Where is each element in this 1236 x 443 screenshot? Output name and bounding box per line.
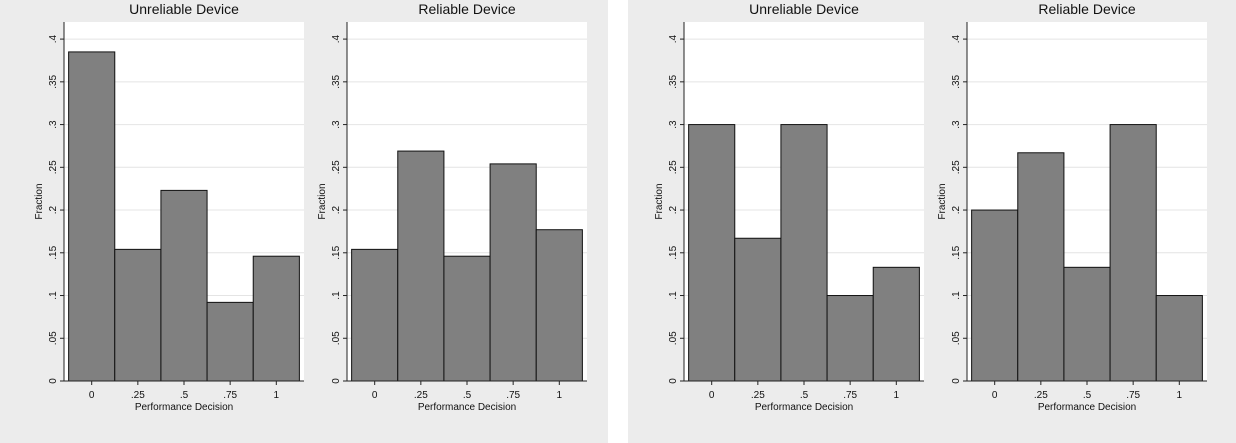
bar [734,237,782,382]
y-tick-label: .15 [668,245,679,259]
chart-title: Unreliable Device [129,1,239,17]
bar [826,295,874,382]
figure-panel-left: Unreliable Device 0 .05 .1 .15 .2 .25 .3 .35 .4 0.… [0,0,608,443]
chart-title: Reliable Device [1038,1,1135,17]
bar [206,301,254,382]
y-tick-label: .1 [331,291,342,300]
y-tick-label: 0 [48,378,59,384]
y-tick-label: .4 [48,34,59,43]
y-tick-label: .05 [668,331,679,345]
y-tick-label: .05 [951,331,962,345]
x-tick-label: 1 [894,390,900,401]
bar [443,255,491,382]
y-tick-label: .05 [331,331,342,345]
y-tick-label: .15 [951,245,962,259]
y-tick-label: .15 [331,245,342,259]
x-tick-label: .5 [800,390,809,401]
y-tick-label: .3 [48,120,59,129]
bar [971,209,1019,382]
bar [535,229,583,382]
y-tick-label: .35 [668,74,679,88]
y-tick-label: .35 [48,74,59,88]
x-tick-label: 1 [274,390,280,401]
y-tick-label: .15 [48,245,59,259]
histogram-pair-left: Unreliable Device 0 .05 .1 .15 .2 .25 .3 .35 .4 0.… [34,1,587,413]
y-tick-label: .2 [951,205,962,214]
x-tick-label: .5 [1083,390,1092,401]
y-tick-label: .1 [48,291,59,300]
x-tick-label: .5 [180,390,189,401]
y-axis-label: Fraction [317,183,328,219]
y-tick-label: 0 [331,378,342,384]
y-tick-label: .3 [668,120,679,129]
chart-1: Reliable Device 0 .05 .1 .15 .2 .25 .3 .35 .4 0 .25… [317,1,587,413]
x-tick-label: 0 [372,390,378,401]
x-tick-label: .25 [751,390,765,401]
y-tick-label: .25 [48,160,59,174]
x-tick-label: .75 [223,390,237,401]
bar [397,150,445,382]
figure-panel-right: Unreliable Device 0 .05 .1 .15 .2 .25 .3 .35 .4 0.… [628,0,1236,443]
bar [68,51,116,382]
y-tick-label: .2 [48,205,59,214]
x-tick-label: 0 [992,390,998,401]
y-tick-label: .25 [951,160,962,174]
y-tick-label: .35 [951,74,962,88]
y-tick-label: 0 [668,378,679,384]
chart-0: Unreliable Device 0 .05 .1 .15 .2 .25 .3 .35 .4 0.… [34,1,304,413]
x-axis-label: Performance Decision [755,402,853,413]
bar [160,189,208,382]
x-tick-label: 1 [1177,390,1183,401]
bar [1017,152,1065,382]
bar [1063,266,1111,382]
x-tick-label: .75 [506,390,520,401]
bar [780,124,828,382]
bar [1109,124,1157,382]
bar [872,266,920,382]
x-axis-label: Performance Decision [418,402,516,413]
bar [114,248,162,382]
y-tick-label: .3 [331,120,342,129]
x-tick-label: .5 [463,390,472,401]
y-axis-label: Fraction [34,183,45,219]
y-tick-label: .3 [951,120,962,129]
y-tick-label: 0 [951,378,962,384]
y-tick-label: .4 [668,34,679,43]
bar [489,163,537,382]
bar [351,248,399,382]
x-tick-label: 1 [557,390,563,401]
y-axis-label: Fraction [654,183,665,219]
x-tick-label: .75 [843,390,857,401]
histogram-pair-right: Unreliable Device 0 .05 .1 .15 .2 .25 .3 .35 .4 0.… [654,1,1207,413]
y-tick-label: .4 [331,34,342,43]
y-tick-label: .2 [331,205,342,214]
x-axis-label: Performance Decision [1038,402,1136,413]
y-tick-label: .25 [331,160,342,174]
x-axis-label: Performance Decision [135,402,233,413]
y-tick-label: .2 [668,205,679,214]
y-axis-label: Fraction [937,183,948,219]
y-tick-label: .05 [48,331,59,345]
y-tick-label: .25 [668,160,679,174]
x-tick-label: 0 [709,390,715,401]
chart-2: Unreliable Device 0 .05 .1 .15 .2 .25 .3 .35 .4 0.… [654,1,924,413]
y-tick-label: .35 [331,74,342,88]
y-tick-label: .4 [951,34,962,43]
chart-3: Reliable Device 0 .05 .1 .15 .2 .25 .3 .35 .4 0 .25… [937,1,1207,413]
y-tick-label: .1 [951,291,962,300]
bar [1155,295,1203,382]
chart-title: Reliable Device [418,1,515,17]
x-tick-label: .25 [131,390,145,401]
bar [688,124,736,382]
chart-title: Unreliable Device [749,1,859,17]
bar [252,255,300,382]
y-tick-label: .1 [668,291,679,300]
x-tick-label: .75 [1126,390,1140,401]
x-tick-label: .25 [414,390,428,401]
x-tick-label: 0 [89,390,95,401]
x-tick-label: .25 [1034,390,1048,401]
